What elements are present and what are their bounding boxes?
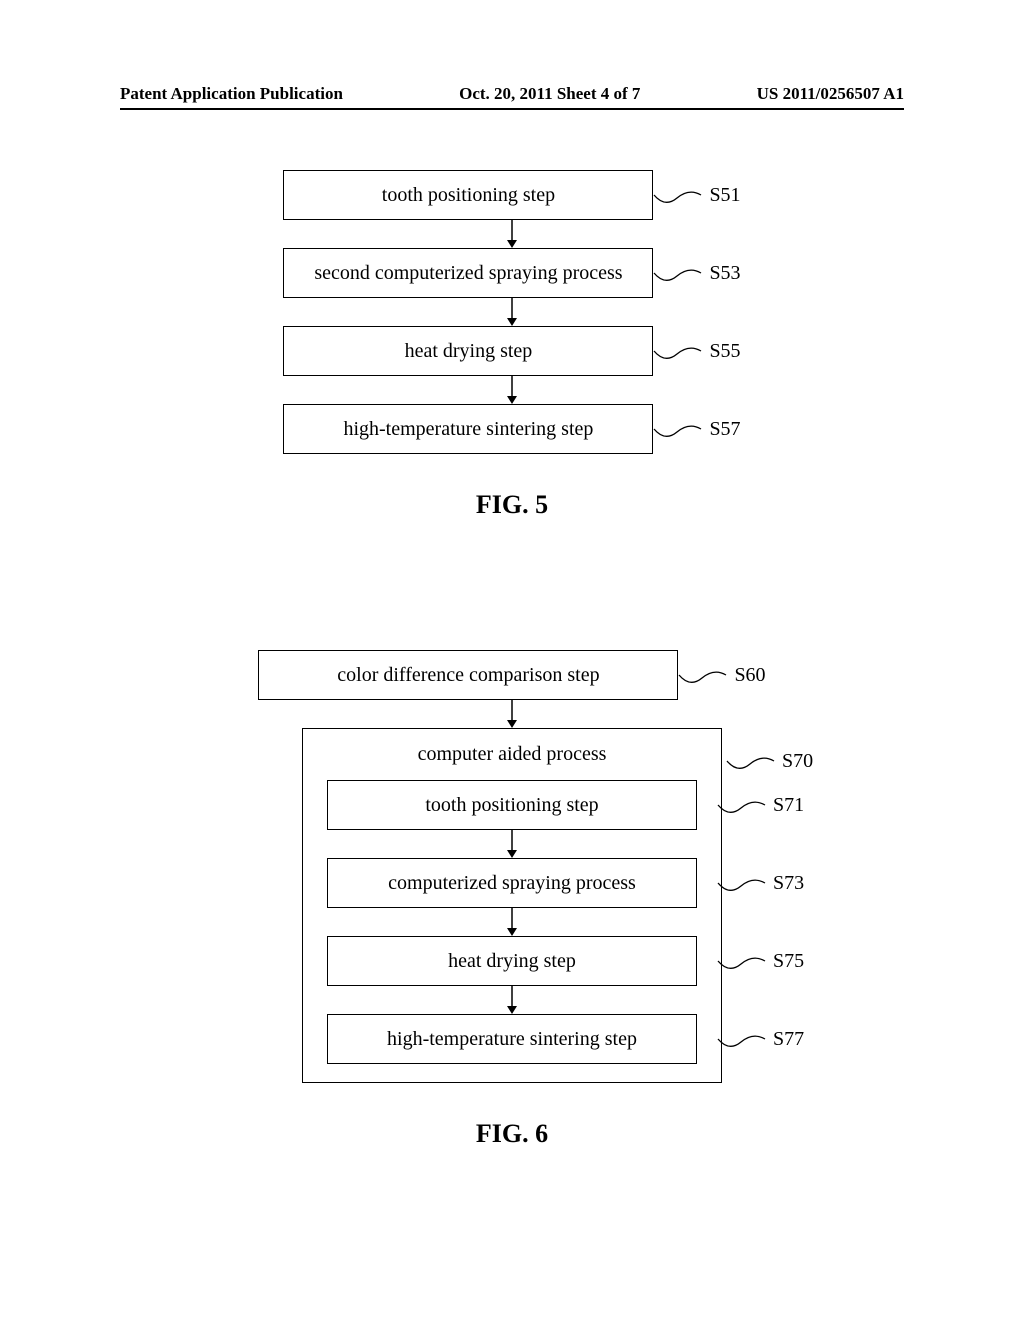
fig5-step-3-leader: S55 — [653, 336, 740, 366]
fig6-top-ref: S60 — [734, 664, 765, 687]
arrow-icon — [504, 830, 520, 858]
leader-curve-icon — [717, 790, 767, 820]
leader-curve-icon — [726, 746, 776, 776]
fig5-step-3-label: heat drying step — [405, 340, 533, 363]
leader-curve-icon — [653, 336, 703, 366]
fig5-step-2-box: second computerized spraying process — [283, 248, 653, 298]
fig6-inner-3-leader: S75 — [717, 946, 804, 976]
fig5-step-3-box: heat drying step — [283, 326, 653, 376]
fig6-inner-1-label: tooth positioning step — [425, 794, 598, 817]
fig6-inner-1-ref: S71 — [773, 794, 804, 817]
fig6-inner-2-label: computerized spraying process — [388, 872, 636, 895]
fig6-inner-2-row: computerized spraying process S73 — [327, 858, 697, 908]
fig5-step-1-leader: S51 — [653, 180, 740, 210]
fig6-inner-2-box: computerized spraying process — [327, 858, 697, 908]
header-rule — [120, 108, 904, 110]
fig5-step-4-ref: S57 — [709, 418, 740, 441]
arrow-icon — [504, 220, 520, 248]
fig6-inner-3-row: heat drying step S75 — [327, 936, 697, 986]
fig6-inner-2-leader: S73 — [717, 868, 804, 898]
fig6-inner-3-ref: S75 — [773, 950, 804, 973]
figure-6: color difference comparison step S60 com… — [0, 650, 1024, 1149]
fig6-container-title: computer aided process — [327, 743, 697, 766]
fig6-inner-4-ref: S77 — [773, 1028, 804, 1051]
leader-curve-icon — [653, 258, 703, 288]
fig6-inner-3-label: heat drying step — [448, 950, 576, 973]
fig5-step-1-row: tooth positioning step S51 — [283, 170, 740, 220]
fig6-top-leader: S60 — [678, 660, 765, 690]
fig5-step-3-row: heat drying step S55 — [283, 326, 740, 376]
fig6-top-row: color difference comparison step S60 — [258, 650, 765, 700]
fig6-inner-3-box: heat drying step — [327, 936, 697, 986]
fig5-step-4-box: high-temperature sintering step — [283, 404, 653, 454]
fig5-step-1-label: tooth positioning step — [382, 184, 555, 207]
fig6-container-leader: S70 — [726, 746, 813, 776]
page-header: Patent Application Publication Oct. 20, … — [0, 84, 1024, 110]
fig5-step-2-leader: S53 — [653, 258, 740, 288]
arrow-icon — [504, 908, 520, 936]
fig5-flow: tooth positioning step S51 second comput… — [283, 170, 740, 454]
fig6-flow: color difference comparison step S60 com… — [258, 650, 765, 1083]
fig6-top-box: color difference comparison step — [258, 650, 678, 700]
fig6-container-ref: S70 — [782, 750, 813, 773]
leader-curve-icon — [717, 1024, 767, 1054]
arrow-icon — [504, 700, 520, 728]
header-left: Patent Application Publication — [120, 84, 343, 104]
leader-curve-icon — [678, 660, 728, 690]
arrow-icon — [504, 986, 520, 1014]
arrow-icon — [504, 376, 520, 404]
leader-curve-icon — [717, 868, 767, 898]
fig5-step-1-ref: S51 — [709, 184, 740, 207]
fig6-inner-4-label: high-temperature sintering step — [387, 1028, 637, 1051]
header-row: Patent Application Publication Oct. 20, … — [120, 84, 904, 104]
header-mid: Oct. 20, 2011 Sheet 4 of 7 — [459, 84, 640, 104]
fig5-step-2-ref: S53 — [709, 262, 740, 285]
fig6-container-row: computer aided process tooth positioning… — [302, 728, 722, 1083]
fig5-step-4-label: high-temperature sintering step — [343, 418, 593, 441]
fig5-step-3-ref: S55 — [709, 340, 740, 363]
header-right: US 2011/0256507 A1 — [757, 84, 904, 104]
fig6-inner-4-box: high-temperature sintering step — [327, 1014, 697, 1064]
fig5-step-4-row: high-temperature sintering step S57 — [283, 404, 740, 454]
fig6-inner-2-ref: S73 — [773, 872, 804, 895]
fig6-top-label: color difference comparison step — [337, 664, 599, 687]
fig5-step-1-box: tooth positioning step — [283, 170, 653, 220]
fig6-inner-4-row: high-temperature sintering step S77 — [327, 1014, 697, 1064]
fig6-caption: FIG. 6 — [476, 1119, 548, 1149]
fig5-step-4-leader: S57 — [653, 414, 740, 444]
arrow-icon — [504, 298, 520, 326]
leader-curve-icon — [653, 180, 703, 210]
figure-5: tooth positioning step S51 second comput… — [0, 170, 1024, 520]
fig6-inner-1-box: tooth positioning step — [327, 780, 697, 830]
fig6-inner-4-leader: S77 — [717, 1024, 804, 1054]
fig6-inner-1-leader: S71 — [717, 790, 804, 820]
fig5-step-2-label: second computerized spraying process — [314, 262, 622, 285]
fig5-caption: FIG. 5 — [476, 490, 548, 520]
fig5-step-2-row: second computerized spraying process S53 — [283, 248, 740, 298]
leader-curve-icon — [653, 414, 703, 444]
fig6-inner-1-row: tooth positioning step S71 — [327, 780, 697, 830]
leader-curve-icon — [717, 946, 767, 976]
fig6-container-box: computer aided process tooth positioning… — [302, 728, 722, 1083]
